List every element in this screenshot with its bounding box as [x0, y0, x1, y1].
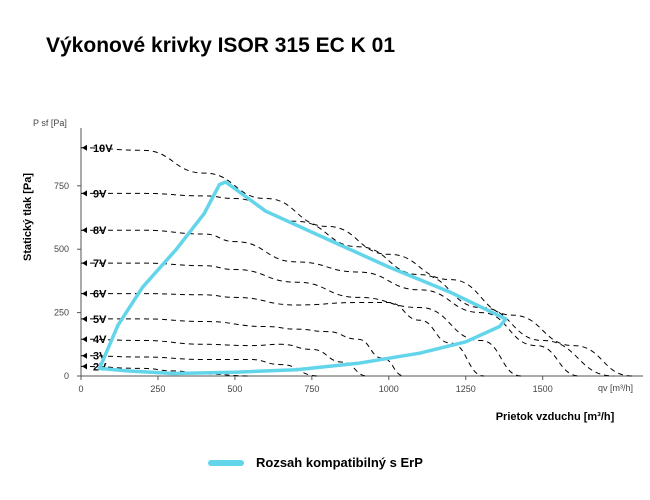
y-tick-label: 500	[54, 244, 69, 254]
curve-arrow-8v	[82, 227, 87, 234]
chart-title: Výkonové krivky ISOR 315 EC K 01	[46, 34, 396, 57]
curve-arrow-10v	[82, 144, 87, 151]
y-tick-label: 750	[54, 181, 69, 191]
y-tick-label: 0	[64, 371, 69, 381]
curve-6v	[80, 293, 485, 377]
x-tick-label: 250	[150, 384, 165, 394]
x-tick-label: 1250	[456, 384, 476, 394]
curve-label-6v: 6V	[93, 289, 107, 301]
x-tick-label: 750	[304, 384, 319, 394]
curve-7v	[80, 262, 522, 377]
erp-range-outline	[97, 180, 508, 376]
x-unit-label: qv [m³/h]	[598, 383, 633, 393]
curve-label-9v: 9V	[93, 188, 107, 200]
y-axis-title: Statický tlak [Pa]	[22, 173, 34, 261]
legend-swatch	[208, 459, 244, 466]
curve-arrow-4v	[82, 336, 87, 343]
curve-arrow-9v	[82, 190, 87, 197]
curve-3v	[80, 355, 319, 377]
curve-5v	[81, 318, 405, 377]
x-tick-label: 1500	[533, 384, 553, 394]
curve-8v	[81, 229, 580, 377]
curve-2v	[80, 365, 251, 377]
curve-label-5v: 5V	[93, 314, 107, 326]
curve-10v	[80, 147, 633, 377]
chart-legend: Rozsah kompatibilný s ErP	[208, 455, 423, 470]
curve-arrow-3v	[82, 352, 87, 359]
curve-label-8v: 8V	[93, 225, 107, 237]
curve-label-7v: 7V	[93, 258, 107, 270]
y-unit-label: P sf [Pa]	[33, 118, 67, 128]
legend-label: Rozsah kompatibilný s ErP	[256, 455, 423, 470]
x-tick-label: 500	[227, 384, 242, 394]
x-axis-title: Prietok vzduchu [m³/h]	[496, 411, 615, 423]
curve-arrow-6v	[82, 290, 87, 297]
curve-label-10v: 10V	[93, 143, 113, 155]
curve-label-4v: 4V	[93, 334, 107, 346]
x-tick-label: 1000	[379, 384, 399, 394]
curve-arrow-7v	[82, 260, 87, 267]
x-tick-label: 0	[78, 384, 83, 394]
curve-arrow-5v	[82, 315, 87, 322]
chart-plot: 0 250 500 750 1000 1250 1500 0 250 500 750 P sf [Pa…	[22, 118, 644, 423]
curve-arrow-2v	[82, 363, 87, 370]
y-tick-label: 250	[54, 308, 69, 318]
curve-4v	[80, 338, 368, 377]
curve-9v	[81, 192, 614, 377]
